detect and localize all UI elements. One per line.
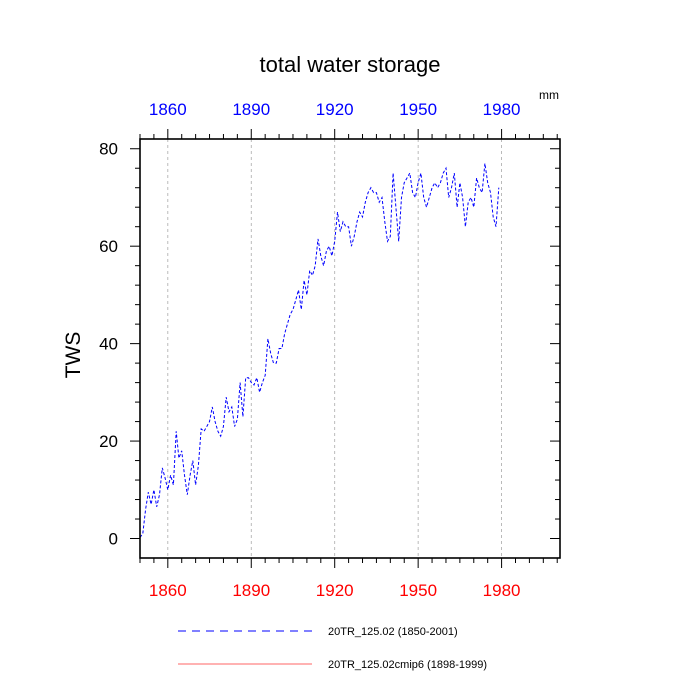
x-tick-label-bottom-1950: 1950	[399, 581, 437, 600]
units-label: mm	[539, 88, 559, 102]
grid-layer	[167, 139, 502, 558]
x-tick-label-top-1890: 1890	[232, 100, 270, 119]
legend-label-1: 20TR_125.02 (1850-2001)	[328, 626, 458, 638]
x-tick-label-bottom-1980: 1980	[483, 581, 521, 600]
y-tick-label-80: 80	[99, 140, 118, 159]
x-tick-label-bottom-1890: 1890	[232, 581, 270, 600]
tick-layer: 1860 1860 1890 1890 1920 1920 1950 1950 1980 1980…	[99, 100, 560, 600]
y-axis-label: TWS	[62, 332, 85, 379]
x-tick-label-top-1860: 1860	[149, 100, 187, 119]
x-tick-label-top-1980: 1980	[483, 100, 521, 119]
series-line-1	[139, 163, 500, 538]
legend: 20TR_125.02 (1850-2001) 20TR_125.02cmip6 …	[178, 626, 487, 671]
plot-frame	[139, 138, 561, 559]
x-tick-label-top-1950: 1950	[399, 100, 437, 119]
legend-label-2: 20TR_125.02cmip6 (1898-1999)	[328, 659, 487, 671]
x-tick-label-bottom-1860: 1860	[149, 581, 187, 600]
y-tick-label-20: 20	[99, 432, 118, 451]
chart-title: total water storage	[260, 52, 441, 77]
y-tick-label-60: 60	[99, 237, 118, 256]
x-tick-label-top-1920: 1920	[316, 100, 354, 119]
y-tick-label-0: 0	[109, 530, 118, 549]
series-layer	[139, 163, 500, 538]
x-tick-label-bottom-1920: 1920	[316, 581, 354, 600]
y-tick-label-40: 40	[99, 335, 118, 354]
